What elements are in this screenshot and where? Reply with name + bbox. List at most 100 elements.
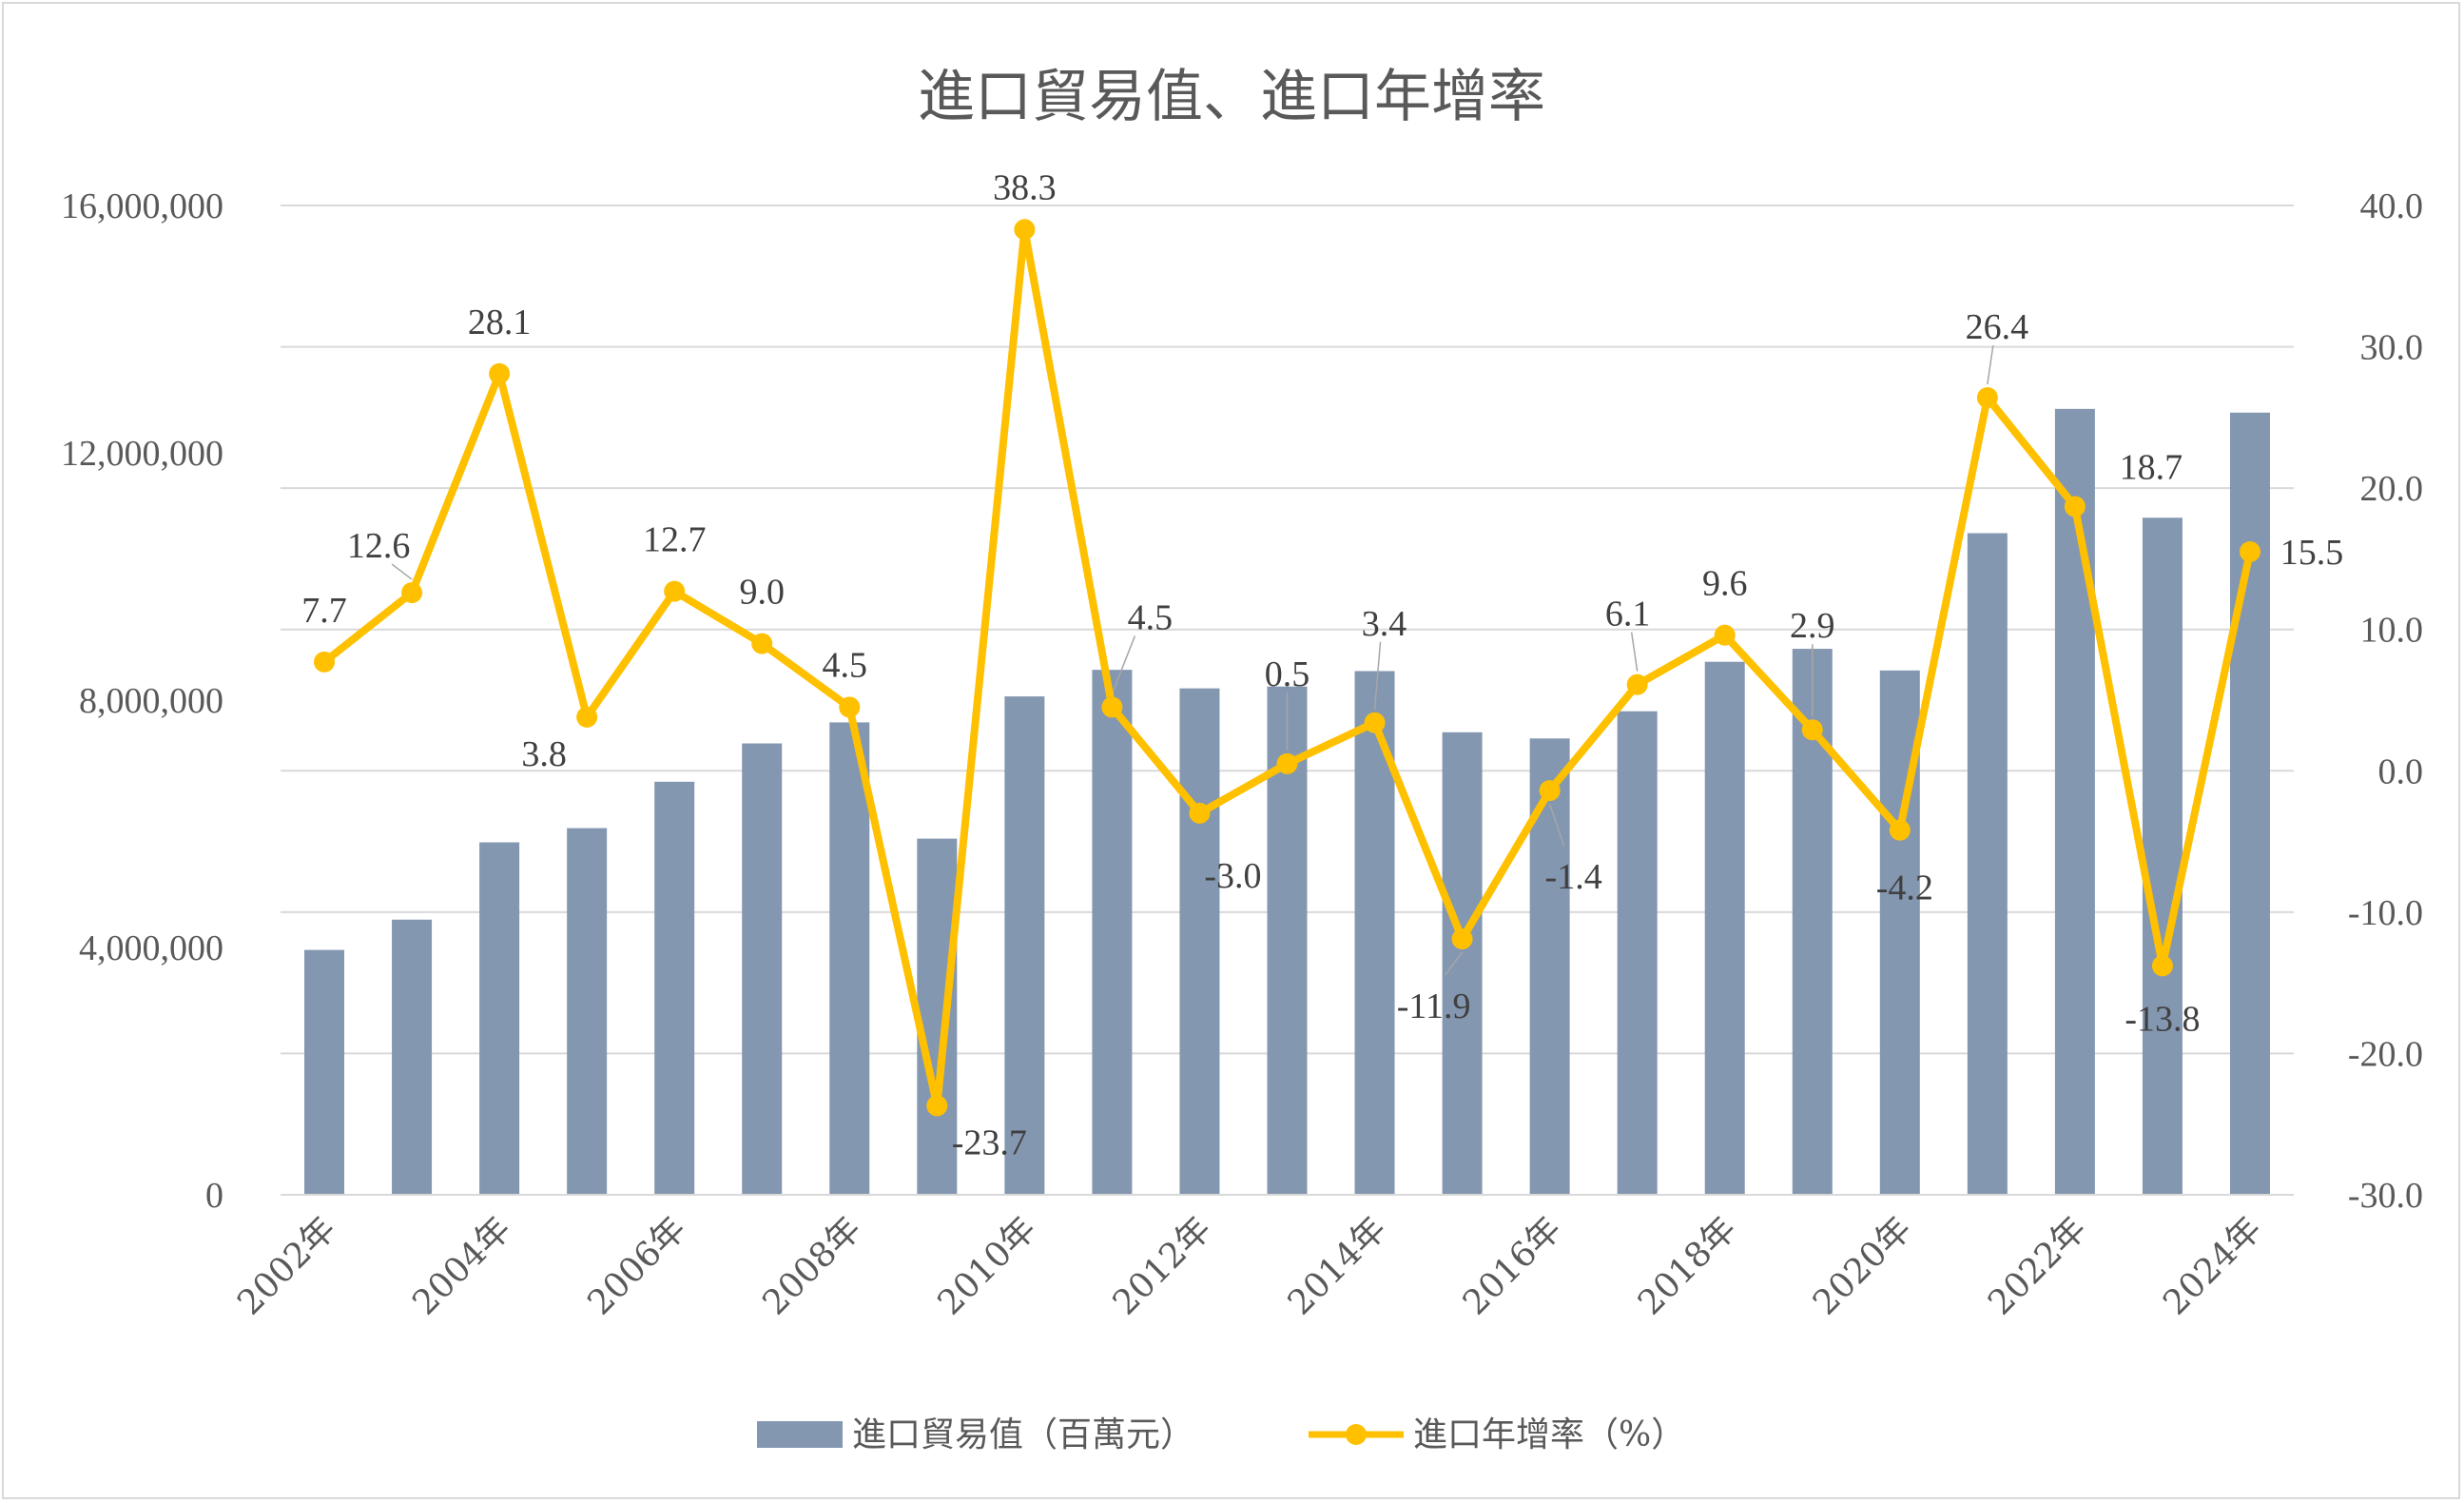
bar-2024年 bbox=[2229, 412, 2270, 1195]
x-axis: 2002年 2004年 2006年 2008年 2010年 2012年 2014年 2016年… bbox=[230, 1194, 2294, 1323]
bar-2015年 bbox=[1442, 732, 1483, 1195]
legend-line-marker bbox=[1346, 1424, 1367, 1445]
data-label-2006年: 12.7 bbox=[643, 520, 707, 560]
growth-point-2011年 bbox=[1101, 696, 1123, 718]
data-label-2010年: 38.3 bbox=[993, 167, 1057, 207]
growth-point-2015年 bbox=[1451, 928, 1473, 950]
leader-line bbox=[1444, 951, 1464, 976]
bar-2010年 bbox=[1004, 696, 1045, 1195]
bar-2006年 bbox=[654, 781, 695, 1195]
data-label-2003年: 12.6 bbox=[347, 526, 411, 566]
x-tick-label: 2020年 bbox=[1806, 1209, 1919, 1322]
leader-line bbox=[391, 563, 413, 580]
leader-line bbox=[1111, 635, 1136, 694]
left-tick-label: 12,000,000 bbox=[61, 434, 223, 474]
data-label-2022年: 18.7 bbox=[2120, 447, 2183, 487]
leader-lines bbox=[391, 344, 1994, 976]
growth-point-2016年 bbox=[1539, 780, 1561, 802]
bar-2004年 bbox=[479, 842, 520, 1195]
right-tick-label: -20.0 bbox=[2348, 1034, 2423, 1074]
data-label-2017年: 6.1 bbox=[1605, 595, 1651, 634]
x-tick-label: 2006年 bbox=[580, 1209, 693, 1322]
data-label-2019年: 2.9 bbox=[1790, 606, 1835, 646]
right-tick-label: 10.0 bbox=[2360, 611, 2424, 651]
bar-2005年 bbox=[567, 828, 608, 1195]
legend: 進口貿易值（百萬元） 進口年增率（%） bbox=[757, 1415, 1685, 1454]
growth-point-2009年 bbox=[926, 1095, 948, 1117]
growth-point-2024年 bbox=[2239, 541, 2260, 562]
growth-point-2020年 bbox=[1889, 819, 1911, 841]
data-label-2011年: 4.5 bbox=[1128, 597, 1174, 637]
x-tick-label: 2004年 bbox=[405, 1209, 518, 1322]
right-tick-label: 0.0 bbox=[2378, 752, 2424, 791]
left-tick-label: 16,000,000 bbox=[61, 186, 223, 226]
legend-bar-swatch bbox=[757, 1421, 843, 1448]
data-label-2014年: 3.4 bbox=[1362, 604, 1407, 644]
leader-line bbox=[1548, 803, 1565, 847]
growth-point-2012年 bbox=[1189, 802, 1211, 824]
right-tick-label: 30.0 bbox=[2360, 328, 2424, 368]
data-label-2021年: 26.4 bbox=[1966, 307, 2029, 347]
growth-point-2019年 bbox=[1801, 719, 1823, 741]
bar-2009年 bbox=[917, 838, 958, 1195]
data-label-2013年: 0.5 bbox=[1265, 654, 1310, 694]
data-label-2024年: 15.5 bbox=[2280, 533, 2344, 573]
leader-line bbox=[1987, 344, 1994, 385]
growth-point-2008年 bbox=[839, 696, 861, 718]
legend-line-label: 進口年增率（%） bbox=[1413, 1415, 1685, 1454]
bar-2003年 bbox=[392, 919, 433, 1195]
growth-point-2014年 bbox=[1364, 712, 1386, 733]
chart-title: 進口貿易值、進口年增率 bbox=[918, 64, 1545, 130]
bar-2021年 bbox=[1967, 533, 2008, 1195]
growth-point-2023年 bbox=[2151, 955, 2173, 977]
growth-point-2006年 bbox=[664, 580, 686, 602]
bar-2008年 bbox=[829, 722, 870, 1195]
right-tick-label: 20.0 bbox=[2360, 469, 2424, 509]
leader-line bbox=[1373, 641, 1382, 710]
x-tick-label: 2016年 bbox=[1456, 1209, 1569, 1322]
growth-point-2013年 bbox=[1276, 752, 1298, 774]
right-tick-label: -30.0 bbox=[2348, 1176, 2423, 1216]
data-label-2016年: -1.4 bbox=[1545, 857, 1602, 897]
data-label-2023年: -13.8 bbox=[2124, 999, 2200, 1039]
data-label-2002年: 7.7 bbox=[301, 591, 347, 631]
growth-point-2021年 bbox=[1976, 387, 1998, 409]
data-label-2020年: -4.2 bbox=[1876, 869, 1933, 908]
right-tick-label: 40.0 bbox=[2360, 186, 2424, 226]
left-tick-label: 0 bbox=[205, 1176, 223, 1216]
bar-2002年 bbox=[304, 949, 345, 1195]
bar-2007年 bbox=[742, 743, 783, 1195]
x-tick-label: 2014年 bbox=[1281, 1209, 1394, 1322]
data-label-2007年: 9.0 bbox=[739, 573, 785, 613]
growth-point-2007年 bbox=[751, 633, 773, 654]
data-label-2008年: 4.5 bbox=[823, 645, 868, 685]
x-tick-label: 2018年 bbox=[1631, 1209, 1744, 1322]
x-tick-label: 2002年 bbox=[230, 1209, 343, 1322]
x-tick-label: 2010年 bbox=[930, 1209, 1043, 1322]
right-axis: -30.0 -20.0 -10.0 0.0 10.0 20.0 30.0 40.0 bbox=[2348, 186, 2423, 1216]
data-label-2005年: 3.8 bbox=[521, 734, 567, 774]
leader-line bbox=[1630, 632, 1639, 672]
x-tick-label: 2012年 bbox=[1106, 1209, 1219, 1322]
x-tick-label: 2024年 bbox=[2156, 1209, 2269, 1322]
bar-2017年 bbox=[1617, 711, 1658, 1195]
left-axis: 0 4,000,000 8,000,000 12,000,000 16,000,000 bbox=[61, 186, 223, 1216]
data-label-2009年: -23.7 bbox=[952, 1122, 1027, 1162]
x-tick-label: 2008年 bbox=[755, 1209, 868, 1322]
left-tick-label: 8,000,000 bbox=[79, 681, 223, 721]
growth-point-2022年 bbox=[2064, 496, 2086, 517]
right-tick-label: -10.0 bbox=[2348, 893, 2423, 933]
data-label-2015年: -11.9 bbox=[1397, 986, 1471, 1026]
bar-2011年 bbox=[1092, 670, 1133, 1195]
bar-2022年 bbox=[2054, 408, 2095, 1196]
bar-2018年 bbox=[1704, 661, 1745, 1195]
growth-point-2010年 bbox=[1014, 219, 1036, 241]
growth-point-2002年 bbox=[314, 651, 336, 673]
growth-point-2017年 bbox=[1626, 673, 1648, 695]
bar-2023年 bbox=[2142, 517, 2183, 1195]
x-tick-label: 2022年 bbox=[1981, 1209, 2094, 1322]
legend-bar-label: 進口貿易值（百萬元） bbox=[852, 1415, 1194, 1454]
bar-2012年 bbox=[1179, 688, 1220, 1195]
